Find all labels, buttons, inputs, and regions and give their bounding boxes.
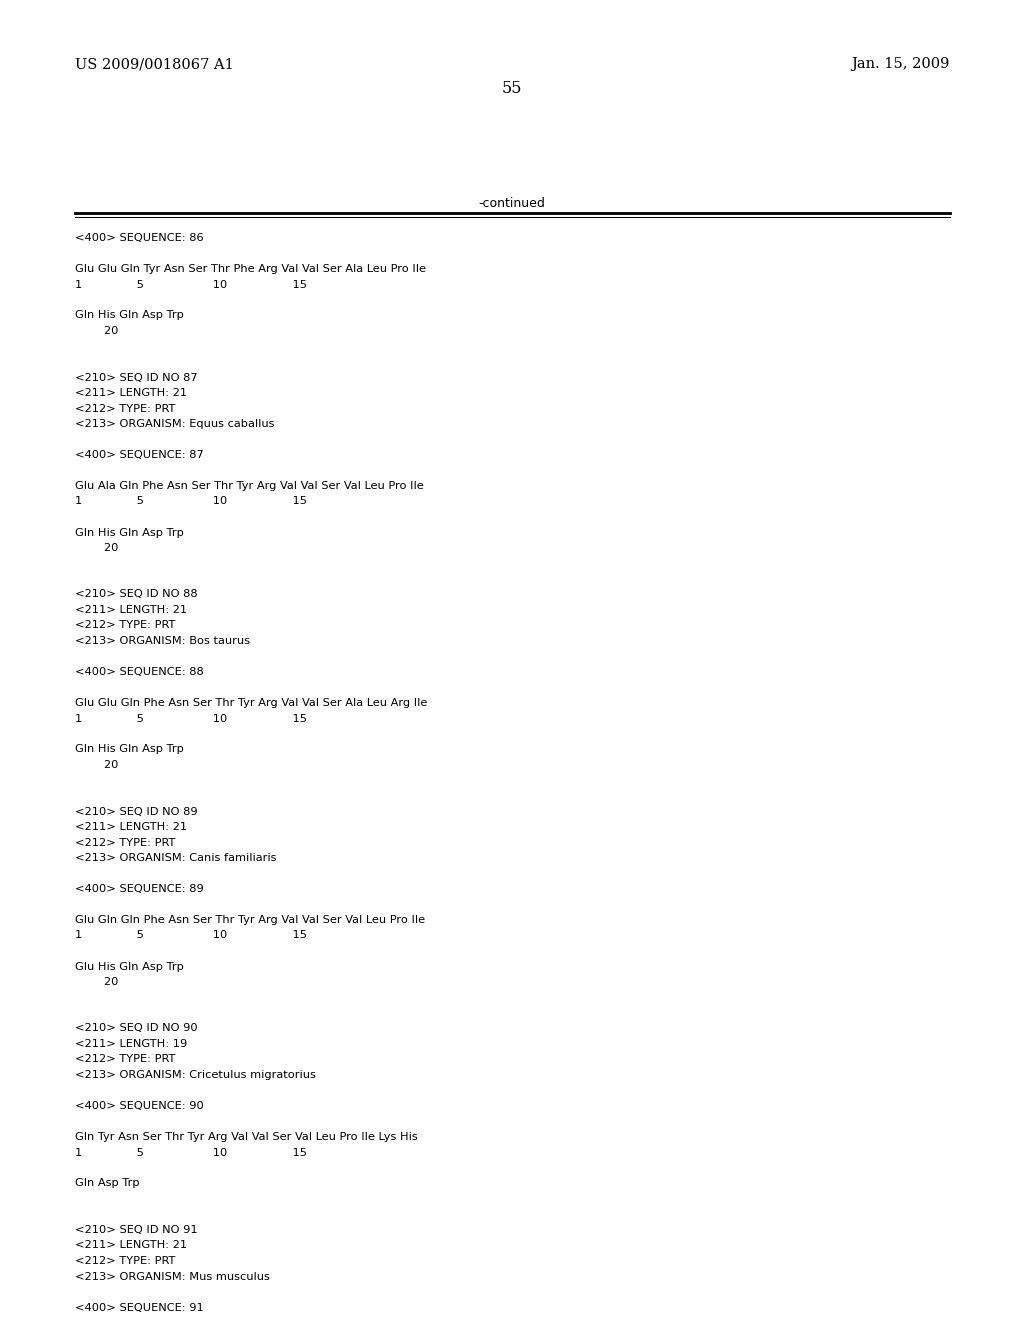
Text: 1               5                   10                  15: 1 5 10 15 [75, 714, 307, 723]
Text: 20: 20 [75, 543, 119, 553]
Text: US 2009/0018067 A1: US 2009/0018067 A1 [75, 57, 233, 71]
Text: Gln His Gln Asp Trp: Gln His Gln Asp Trp [75, 310, 184, 321]
Text: <210> SEQ ID NO 90: <210> SEQ ID NO 90 [75, 1023, 198, 1034]
Text: 20: 20 [75, 326, 119, 337]
Text: <212> TYPE: PRT: <212> TYPE: PRT [75, 404, 175, 413]
Text: -continued: -continued [478, 197, 546, 210]
Text: 1               5                   10                  15: 1 5 10 15 [75, 1147, 307, 1158]
Text: <400> SEQUENCE: 86: <400> SEQUENCE: 86 [75, 234, 204, 243]
Text: <213> ORGANISM: Cricetulus migratorius: <213> ORGANISM: Cricetulus migratorius [75, 1071, 315, 1080]
Text: <213> ORGANISM: Bos taurus: <213> ORGANISM: Bos taurus [75, 636, 250, 645]
Text: <400> SEQUENCE: 89: <400> SEQUENCE: 89 [75, 884, 204, 894]
Text: 1               5                   10                  15: 1 5 10 15 [75, 280, 307, 289]
Text: Glu Ala Gln Phe Asn Ser Thr Tyr Arg Val Val Ser Val Leu Pro Ile: Glu Ala Gln Phe Asn Ser Thr Tyr Arg Val … [75, 480, 424, 491]
Text: <400> SEQUENCE: 88: <400> SEQUENCE: 88 [75, 667, 204, 677]
Text: 20: 20 [75, 977, 119, 987]
Text: 1               5                   10                  15: 1 5 10 15 [75, 931, 307, 940]
Text: <213> ORGANISM: Equus caballus: <213> ORGANISM: Equus caballus [75, 418, 274, 429]
Text: <210> SEQ ID NO 87: <210> SEQ ID NO 87 [75, 372, 198, 383]
Text: Jan. 15, 2009: Jan. 15, 2009 [852, 57, 950, 71]
Text: <212> TYPE: PRT: <212> TYPE: PRT [75, 837, 175, 847]
Text: <211> LENGTH: 21: <211> LENGTH: 21 [75, 388, 187, 399]
Text: <212> TYPE: PRT: <212> TYPE: PRT [75, 1257, 175, 1266]
Text: <213> ORGANISM: Canis familiaris: <213> ORGANISM: Canis familiaris [75, 853, 276, 863]
Text: Gln His Gln Asp Trp: Gln His Gln Asp Trp [75, 528, 184, 537]
Text: <211> LENGTH: 19: <211> LENGTH: 19 [75, 1039, 187, 1049]
Text: Glu His Gln Asp Trp: Glu His Gln Asp Trp [75, 961, 184, 972]
Text: Glu Glu Gln Tyr Asn Ser Thr Phe Arg Val Val Ser Ala Leu Pro Ile: Glu Glu Gln Tyr Asn Ser Thr Phe Arg Val … [75, 264, 426, 275]
Text: <210> SEQ ID NO 88: <210> SEQ ID NO 88 [75, 590, 198, 599]
Text: <213> ORGANISM: Mus musculus: <213> ORGANISM: Mus musculus [75, 1271, 270, 1282]
Text: 55: 55 [502, 81, 522, 96]
Text: <211> LENGTH: 21: <211> LENGTH: 21 [75, 822, 187, 832]
Text: <400> SEQUENCE: 87: <400> SEQUENCE: 87 [75, 450, 204, 459]
Text: <400> SEQUENCE: 90: <400> SEQUENCE: 90 [75, 1101, 204, 1111]
Text: Gln His Gln Asp Trp: Gln His Gln Asp Trp [75, 744, 184, 755]
Text: Gln Tyr Asn Ser Thr Tyr Arg Val Val Ser Val Leu Pro Ile Lys His: Gln Tyr Asn Ser Thr Tyr Arg Val Val Ser … [75, 1133, 418, 1142]
Text: Gln Asp Trp: Gln Asp Trp [75, 1179, 139, 1188]
Text: 20: 20 [75, 760, 119, 770]
Text: <210> SEQ ID NO 89: <210> SEQ ID NO 89 [75, 807, 198, 817]
Text: <212> TYPE: PRT: <212> TYPE: PRT [75, 1055, 175, 1064]
Text: <210> SEQ ID NO 91: <210> SEQ ID NO 91 [75, 1225, 198, 1236]
Text: <211> LENGTH: 21: <211> LENGTH: 21 [75, 1241, 187, 1250]
Text: Glu Glu Gln Phe Asn Ser Thr Tyr Arg Val Val Ser Ala Leu Arg Ile: Glu Glu Gln Phe Asn Ser Thr Tyr Arg Val … [75, 698, 427, 708]
Text: <400> SEQUENCE: 91: <400> SEQUENCE: 91 [75, 1303, 204, 1312]
Text: <212> TYPE: PRT: <212> TYPE: PRT [75, 620, 175, 631]
Text: 1               5                   10                  15: 1 5 10 15 [75, 496, 307, 507]
Text: <211> LENGTH: 21: <211> LENGTH: 21 [75, 605, 187, 615]
Text: Glu Gln Gln Phe Asn Ser Thr Tyr Arg Val Val Ser Val Leu Pro Ile: Glu Gln Gln Phe Asn Ser Thr Tyr Arg Val … [75, 915, 425, 925]
